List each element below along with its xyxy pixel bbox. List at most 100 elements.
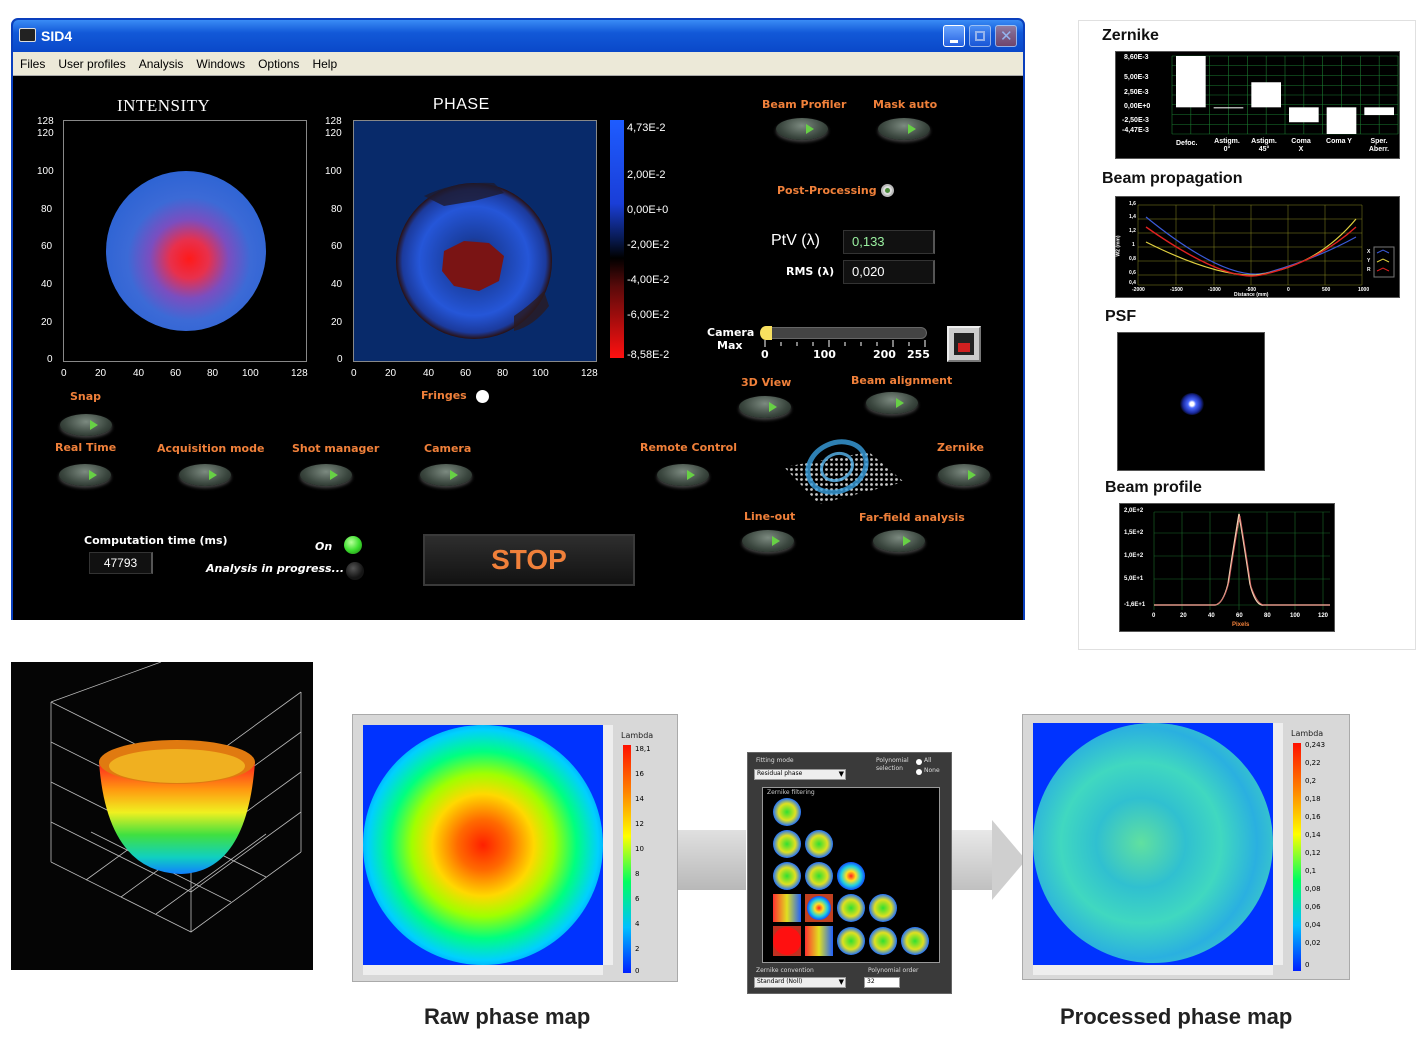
- arrow-right-icon: [952, 830, 992, 890]
- poly-none-radio[interactable]: [916, 769, 922, 775]
- raw-scrollbar-h[interactable]: [363, 965, 603, 975]
- beam-profile-plot: [1153, 511, 1330, 610]
- fringes-radio[interactable]: [476, 390, 489, 403]
- menu-analysis[interactable]: Analysis: [138, 57, 184, 71]
- 3d-view-label: 3D View: [741, 376, 792, 389]
- poly-all-radio[interactable]: [916, 759, 922, 765]
- colorbar-tick: 0,1: [1305, 867, 1317, 875]
- menu-options[interactable]: Options: [258, 57, 300, 71]
- colorbar-tick: 0,02: [1305, 939, 1321, 947]
- far-field-button[interactable]: [873, 530, 925, 552]
- acquisition-mode-button[interactable]: [179, 464, 231, 486]
- minimize-button[interactable]: [943, 25, 965, 47]
- 3d-view-button[interactable]: [739, 396, 791, 418]
- x-tick: -500: [1246, 287, 1257, 293]
- x-tick: 0: [351, 368, 357, 379]
- y-tick: 1,2: [1129, 228, 1136, 234]
- slider-knob[interactable]: [760, 326, 772, 340]
- x-tick: -1000: [1208, 287, 1221, 293]
- beam-profiler-label: Beam Profiler: [762, 98, 847, 111]
- series-y-line: [1145, 218, 1357, 276]
- colorbar-tick: -6,00E-2: [627, 309, 670, 321]
- sid4-window: SID4 ✕ Files User profiles Analysis Windows…: [11, 18, 1025, 620]
- y-tick: 120: [37, 128, 54, 139]
- snap-button[interactable]: [60, 414, 112, 436]
- zernike-convention-select[interactable]: Standard (Noll) ▼: [754, 977, 846, 988]
- side-panels: Zernike 8,60E-3 5,00E-3 2,50E-3 0,00E+0 …: [1078, 20, 1416, 650]
- stop-button[interactable]: STOP: [423, 534, 635, 586]
- processed-colorbar-title: Lambda: [1291, 729, 1324, 738]
- y-tick: 128: [37, 116, 54, 127]
- y-tick: 2,0E+2: [1124, 508, 1144, 514]
- remote-control-button[interactable]: [657, 464, 709, 486]
- close-button[interactable]: ✕: [995, 25, 1017, 47]
- psf-image: [1117, 332, 1265, 471]
- raw-phase-caption: Raw phase map: [424, 1004, 591, 1029]
- y-tick: 5,0E+1: [1124, 576, 1144, 582]
- colorbar-tick: 14: [635, 795, 644, 803]
- menu-user-profiles[interactable]: User profiles: [58, 57, 126, 71]
- shot-manager-button[interactable]: [300, 464, 352, 486]
- zernike-bar: [1251, 82, 1281, 108]
- colorbar-tick: 4: [635, 920, 640, 928]
- y-tick: 0,4: [1129, 280, 1136, 286]
- poly-none-label: None: [924, 767, 940, 774]
- y-tick: 1: [1132, 242, 1135, 248]
- y-tick: -4,47E-3: [1122, 127, 1149, 134]
- polynomial-order-label: Polynomial order: [868, 967, 919, 974]
- line-out-button[interactable]: [742, 530, 794, 552]
- processed-scrollbar-v[interactable]: [1273, 723, 1283, 965]
- post-processing-radio[interactable]: [881, 184, 894, 197]
- beam-alignment-button[interactable]: [866, 392, 918, 414]
- maximize-button[interactable]: [969, 25, 991, 47]
- raw-phase-image: [363, 725, 603, 965]
- x-tick: 80: [207, 368, 219, 379]
- menu-help[interactable]: Help: [312, 57, 338, 71]
- phase-y-axis: 128 120 100 80 60 40 20 0: [323, 116, 353, 366]
- x-tick: 0: [1152, 613, 1156, 619]
- colorbar-tick: 16: [635, 770, 644, 778]
- colorbar-tick: 0,08: [1305, 885, 1321, 893]
- intensity-image: [106, 171, 266, 331]
- x-tick: 500: [1322, 287, 1331, 293]
- poly-all-label: All: [924, 757, 932, 764]
- menu-files[interactable]: Files: [20, 57, 46, 71]
- beam-profiler-button[interactable]: [776, 118, 828, 140]
- zernike-button[interactable]: [938, 464, 990, 486]
- y-tick: 0,00E+0: [1124, 103, 1151, 110]
- x-tick: 60: [460, 368, 472, 379]
- raw-scrollbar-v[interactable]: [603, 725, 613, 965]
- title-bar[interactable]: SID4 ✕: [13, 20, 1023, 52]
- beam-propagation-plot: [1137, 204, 1395, 286]
- menu-windows[interactable]: Windows: [196, 57, 246, 71]
- processed-scrollbar-h[interactable]: [1033, 965, 1273, 975]
- colorbar-tick: 2: [635, 945, 640, 953]
- colorbar-tick: 8: [635, 870, 640, 878]
- colorbar-tick: 0,22: [1305, 759, 1321, 767]
- intensity-x-axis: 0 20 40 60 80 100 128: [57, 368, 317, 382]
- beam-propagation-ylabel: W2 (mm): [1115, 235, 1122, 257]
- y-tick: 2,50E-3: [1124, 89, 1149, 96]
- arrow-right-icon: [678, 830, 746, 890]
- zernike-filtering-label: Zernike filtering: [767, 789, 815, 796]
- camera-button[interactable]: [420, 464, 472, 486]
- save-icon[interactable]: [947, 326, 981, 362]
- x-tick: 20: [95, 368, 107, 379]
- y-tick: 60: [41, 241, 53, 252]
- x-tick: 1000: [1358, 287, 1370, 293]
- y-tick: 80: [41, 204, 53, 215]
- colorbar-tick: 10: [635, 845, 644, 853]
- beam-propagation-chart: X Y R 1,6 1,4 1,2 1 0,8 0,6 0,4 W2 (mm) …: [1115, 196, 1400, 298]
- polynomial-order-input[interactable]: 32: [864, 977, 900, 988]
- y-tick: 1,0E+2: [1124, 553, 1144, 559]
- raw-colorbar: [623, 745, 631, 973]
- mask-auto-button[interactable]: [878, 118, 930, 140]
- close-icon: ✕: [1000, 27, 1013, 45]
- x-tick: 128: [291, 368, 308, 379]
- x-tick: 0: [61, 368, 67, 379]
- fitting-mode-select[interactable]: Residual phase ▼: [754, 769, 846, 780]
- camera-max-slider[interactable]: [760, 326, 927, 340]
- real-time-button[interactable]: [59, 464, 111, 486]
- y-tick: 120: [325, 128, 342, 139]
- camera-label: Camera: [424, 442, 472, 455]
